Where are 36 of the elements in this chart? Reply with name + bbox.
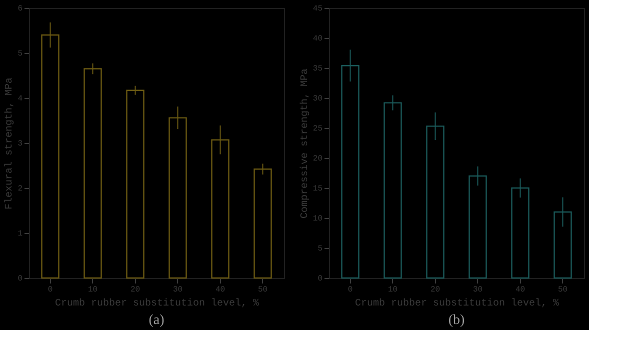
x-tick-label: 10 bbox=[388, 286, 398, 294]
x-tick-label: 30 bbox=[172, 286, 183, 294]
y-tick-label: 4 bbox=[18, 94, 23, 104]
text: (a) bbox=[148, 313, 165, 328]
x-tick-label: 30 bbox=[472, 286, 483, 294]
y-tick-label: 20 bbox=[312, 154, 323, 164]
x-tick-label: 40 bbox=[515, 286, 526, 294]
y-tick-label: 0 bbox=[318, 274, 323, 284]
x-tick-label: 20 bbox=[430, 286, 440, 294]
bar bbox=[126, 90, 144, 279]
y-tick-label: 45 bbox=[312, 4, 323, 14]
y-axis-title: Compressive strength, MPa bbox=[298, 68, 311, 219]
y-tick-label: 5 bbox=[318, 244, 323, 254]
x-tick-label: 0 bbox=[348, 286, 353, 294]
x-axis-title: Crumb rubber substitution level, % bbox=[54, 298, 260, 310]
y-tick-label: 1 bbox=[18, 230, 23, 238]
x-tick-label: 10 bbox=[88, 286, 98, 294]
y-tick-label: 2 bbox=[18, 184, 23, 194]
y-tick-label: 6 bbox=[18, 4, 23, 14]
x-tick-label: 50 bbox=[558, 286, 568, 294]
x-tick-label: 40 bbox=[215, 286, 226, 294]
y-tick-label: 10 bbox=[312, 214, 323, 224]
y-tick-label: 3 bbox=[18, 140, 23, 148]
y-tick-label: 30 bbox=[312, 94, 323, 104]
x-axis-title: Crumb rubber substitution level, % bbox=[354, 298, 560, 310]
text: (b) bbox=[448, 313, 465, 328]
y-tick-label: 40 bbox=[312, 34, 323, 44]
y-tick-label: 0 bbox=[18, 274, 23, 284]
y-axis-title: Flexural strength, MPa bbox=[4, 77, 16, 210]
x-tick-label: 0 bbox=[48, 286, 53, 294]
y-tick-label: 25 bbox=[312, 124, 323, 134]
x-tick-label: 50 bbox=[258, 286, 268, 294]
x-tick-label: 20 bbox=[130, 286, 140, 294]
y-tick-label: 5 bbox=[18, 50, 23, 58]
y-tick-label: 15 bbox=[312, 184, 323, 194]
y-tick-label: 35 bbox=[312, 64, 323, 74]
